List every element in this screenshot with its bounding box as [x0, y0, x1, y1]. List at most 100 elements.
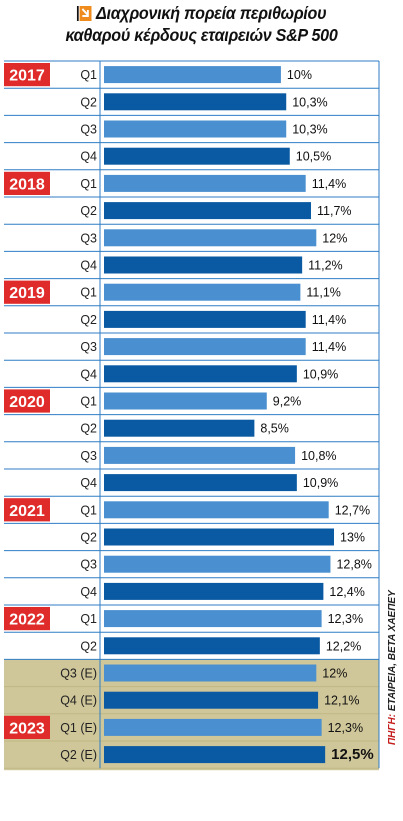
- year-badge: [4, 715, 50, 739]
- year-label: 2020: [9, 394, 45, 411]
- source-text: ΕΤΑΙΡΕΙΑ, BETA ΧΑΕΠΕΥ: [387, 590, 398, 714]
- year-badge: [4, 63, 50, 87]
- bar: [104, 66, 281, 84]
- year-label: 2022: [9, 612, 45, 629]
- value-label: 12,3%: [328, 721, 363, 735]
- value-label: 11,4%: [312, 177, 347, 191]
- year-label: 2017: [9, 68, 45, 85]
- value-label: 10%: [287, 68, 312, 82]
- quarter-label: Q3: [80, 340, 97, 354]
- quarter-label: Q2: [80, 95, 97, 109]
- value-label: 12,5%: [331, 746, 374, 763]
- value-label: 12,3%: [328, 612, 363, 626]
- chart-title-line-1: Διαχρονική πορεία περιθωρίου: [16, 2, 387, 24]
- value-label: 11,1%: [306, 286, 341, 300]
- bar: [104, 637, 320, 655]
- bar: [104, 746, 326, 764]
- quarter-label: Q1: [80, 68, 97, 82]
- quarter-label: Q2: [80, 639, 97, 653]
- bar: [104, 120, 287, 138]
- bar: [104, 528, 334, 546]
- bar: [104, 202, 311, 220]
- value-label: 10,9%: [303, 476, 338, 490]
- quarter-label: Q2 (E): [60, 748, 97, 762]
- value-label: 8,5%: [260, 422, 289, 436]
- source-note: ΠΗΓΗ: ΕΤΑΙΡΕΙΑ, BETA ΧΑΕΠΕΥ: [387, 590, 398, 745]
- quarter-label: Q2: [80, 422, 97, 436]
- bar: [104, 229, 317, 247]
- value-label: 11,4%: [312, 340, 347, 354]
- quarter-label: Q4: [80, 367, 97, 381]
- quarter-label: Q4: [80, 259, 97, 273]
- quarter-label: Q4: [80, 585, 97, 599]
- quarter-label: Q3: [80, 449, 97, 463]
- bar: [104, 664, 317, 682]
- year-badge: [4, 280, 50, 304]
- value-label: 10,5%: [296, 150, 331, 164]
- value-label: 12%: [322, 667, 347, 681]
- arrow-down-right-icon: [76, 6, 92, 21]
- bar: [104, 365, 297, 383]
- quarter-label: Q2: [80, 204, 97, 218]
- quarter-label: Q4: [80, 476, 97, 490]
- bar: [104, 392, 267, 410]
- bar: [104, 283, 301, 301]
- value-label: 12,7%: [335, 503, 370, 517]
- year-label: 2019: [9, 285, 45, 302]
- bar: [104, 555, 331, 573]
- year-label: 2021: [9, 503, 45, 520]
- bar: [104, 256, 303, 274]
- value-label: 12,4%: [329, 585, 364, 599]
- year-label: 2018: [9, 176, 45, 193]
- value-label: 9,2%: [273, 395, 302, 409]
- value-label: 12,1%: [324, 694, 359, 708]
- quarter-label: Q4 (E): [60, 694, 97, 708]
- quarter-label: Q1: [80, 612, 97, 626]
- year-badge: [4, 498, 50, 522]
- bar: [104, 338, 306, 356]
- bar: [104, 718, 322, 736]
- bar: [104, 582, 324, 600]
- quarter-label: Q2: [80, 531, 97, 545]
- quarter-label: Q3: [80, 558, 97, 572]
- source-label: ΠΗΓΗ:: [387, 713, 398, 745]
- year-badge: [4, 389, 50, 413]
- quarter-label: Q1: [80, 503, 97, 517]
- chart-title-text-1: Διαχρονική πορεία περιθωρίου: [95, 3, 327, 23]
- value-label: 13%: [340, 531, 365, 545]
- value-label: 11,2%: [308, 259, 343, 273]
- quarter-label: Q1: [80, 286, 97, 300]
- chart-title-line-2: καθαρού κέρδους εταιρειών S&P 500: [65, 25, 338, 45]
- bar: [104, 474, 297, 492]
- bar: [104, 310, 306, 328]
- chart-header: Διαχρονική πορεία περιθωρίου καθαρού κέρ…: [0, 0, 403, 56]
- bar: [104, 501, 329, 519]
- bar: [104, 691, 319, 709]
- quarter-label: Q3: [80, 123, 97, 137]
- value-label: 11,4%: [312, 313, 347, 327]
- bar: [104, 446, 296, 464]
- quarter-label: Q4: [80, 150, 97, 164]
- quarter-label: Q3 (E): [60, 667, 97, 681]
- bar: [104, 174, 306, 192]
- bar: [104, 610, 322, 628]
- bar: [104, 93, 287, 111]
- value-label: 10,3%: [292, 95, 327, 109]
- quarter-label: Q3: [80, 231, 97, 245]
- value-label: 12%: [322, 231, 347, 245]
- quarter-label: Q1: [80, 395, 97, 409]
- value-label: 10,8%: [301, 449, 336, 463]
- value-label: 10,3%: [292, 123, 327, 137]
- year-badge: [4, 607, 50, 631]
- value-label: 11,7%: [317, 204, 352, 218]
- quarter-label: Q1: [80, 177, 97, 191]
- value-label: 10,9%: [303, 367, 338, 381]
- quarter-label: Q1 (E): [60, 721, 97, 735]
- value-label: 12,8%: [336, 558, 371, 572]
- quarter-label: Q2: [80, 313, 97, 327]
- bar: [104, 147, 290, 165]
- year-badge: [4, 171, 50, 195]
- year-label: 2023: [9, 720, 45, 737]
- value-label: 12,2%: [326, 639, 361, 653]
